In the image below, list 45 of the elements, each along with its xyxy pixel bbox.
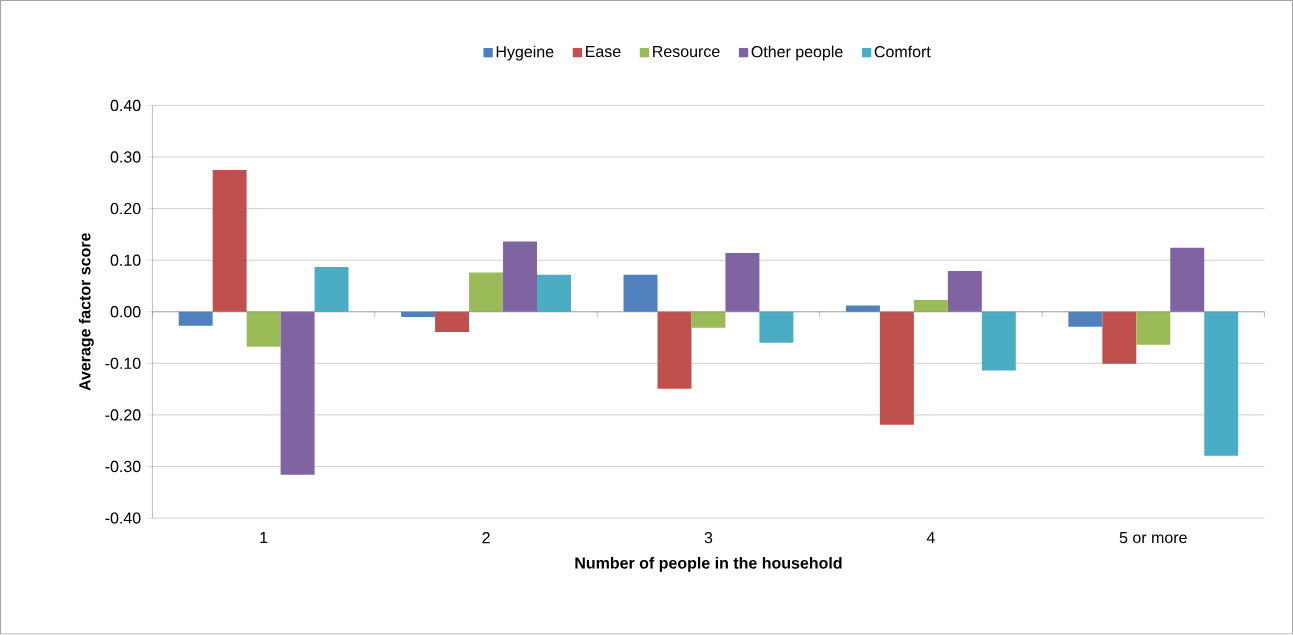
bar: [1102, 312, 1137, 365]
y-tick-label: 0.00: [110, 306, 141, 318]
x-tick-label: 5 or more: [1119, 532, 1187, 544]
bar: [1170, 248, 1205, 313]
bar: [280, 312, 315, 475]
bar: [1068, 312, 1103, 327]
bar: [1136, 312, 1171, 346]
x-tick-label: 2: [482, 532, 490, 544]
y-tick-label: -0.10: [105, 357, 141, 370]
bar: [469, 272, 504, 313]
y-tick-label: 0.30: [110, 151, 141, 163]
legend-label: Resource: [653, 46, 720, 58]
x-tick-label: 1: [260, 532, 268, 544]
y-tick-label: -0.40: [105, 512, 141, 524]
y-tick-label: -0.30: [105, 461, 141, 473]
x-tick-label: 3: [704, 532, 713, 544]
bar: [401, 312, 436, 318]
bar: [1204, 312, 1239, 456]
bar: [246, 312, 281, 348]
y-axis-title: Average factor score: [78, 233, 94, 391]
bar: [947, 271, 982, 313]
x-tick-label: 4: [926, 532, 935, 544]
bar: [314, 267, 349, 313]
bar: [212, 170, 247, 313]
bar: [178, 312, 213, 326]
bar: [725, 253, 760, 313]
bar: [759, 312, 794, 343]
legend-label: Hygeine: [496, 45, 554, 61]
bar: [537, 274, 571, 313]
x-axis-title: Number of people in the household: [575, 557, 842, 573]
bar: [435, 312, 470, 333]
bar: [623, 274, 658, 313]
y-tick-label: -0.20: [105, 409, 141, 421]
bar: [691, 312, 726, 328]
y-tick-label: 0.10: [110, 254, 141, 267]
y-tick-label: 0.20: [110, 203, 141, 215]
bar: [503, 241, 537, 313]
bar: [913, 300, 948, 313]
legend-label: Other people: [751, 45, 843, 61]
bar: [657, 312, 692, 389]
legend-label: Ease: [586, 46, 621, 58]
legend-label: Comfort: [874, 45, 931, 58]
y-tick-label: 0.40: [110, 100, 141, 112]
bar: [879, 312, 914, 425]
bar: [981, 312, 1016, 371]
